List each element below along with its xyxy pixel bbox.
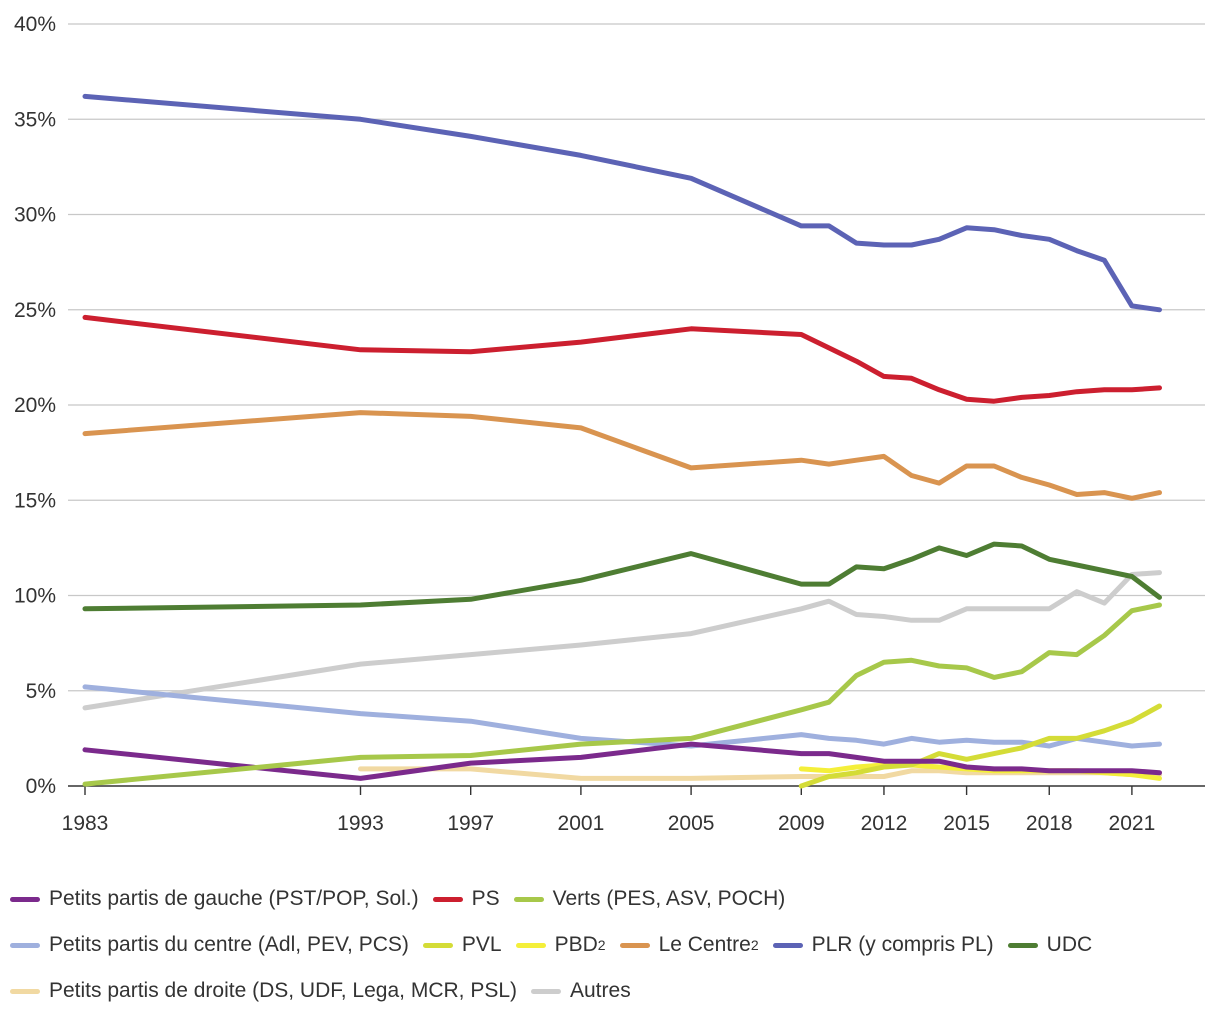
y-tick-label: 20% (14, 394, 56, 417)
series-line (82, 410, 1162, 501)
legend-swatch (10, 896, 40, 902)
legend-item-pvl: PVL (422, 933, 502, 957)
legend-swatch (619, 942, 650, 948)
legend-item-autres: Autres (531, 979, 631, 1003)
y-tick-label: 40% (14, 13, 56, 36)
x-tick-label: 2012 (861, 812, 908, 835)
legend-swatch (422, 942, 453, 948)
legend-item-ps: PS (432, 887, 500, 911)
legend-row: Petits partis de gauche (PST/POP, Sol.) P… (10, 876, 1210, 922)
line-chart: 0% 5% 10% 15% 20% 25% 30% 35% 40% 1983 1993 1997 20… (14, 13, 1205, 835)
legend: Petits partis de gauche (PST/POP, Sol.) P… (10, 876, 1210, 1014)
legend-item-gauche: Petits partis de gauche (PST/POP, Sol.) (10, 887, 419, 911)
legend-item-plr: PLR (y compris PL) (772, 933, 994, 957)
legend-row: Petits partis du centre (Adl, PEV, PCS) P… (10, 922, 1210, 968)
x-tick-label: 2015 (943, 812, 990, 835)
series-line (82, 684, 1162, 749)
series-line (82, 741, 1162, 781)
x-tick-label: 2005 (668, 812, 715, 835)
legend-label: Petits partis de gauche (PST/POP, Sol.) (49, 887, 419, 910)
legend-row: Petits partis de droite (DS, UDF, Lega, … (10, 968, 1210, 1014)
legend-swatch (772, 942, 803, 948)
y-tick-label: 25% (14, 299, 56, 322)
y-tick-label: 0% (26, 775, 56, 798)
y-tick-label: 30% (14, 204, 56, 227)
x-tick-label: 2021 (1109, 812, 1156, 835)
legend-swatch (513, 896, 544, 902)
y-tick-label: 10% (14, 585, 56, 608)
x-tick-label: 1983 (62, 812, 109, 835)
y-tick-label: 15% (14, 489, 56, 512)
legend-label: Petits partis du centre (Adl, PEV, PCS) (49, 933, 409, 956)
y-axis-tick-labels: 0% 5% 10% 15% 20% 25% 30% 35% 40% (14, 13, 56, 798)
legend-swatch (1007, 942, 1038, 948)
legend-label: Verts (PES, ASV, POCH) (552, 887, 786, 910)
series-line (82, 541, 1162, 612)
data-series (82, 93, 1162, 789)
legend-swatch (515, 942, 546, 948)
legend-item-pbd: PBD 2 (515, 933, 606, 957)
y-tick-label: 5% (26, 680, 56, 703)
legend-label: UDC (1046, 933, 1093, 956)
gridlines (68, 23, 1205, 692)
legend-item-lecentre: Le Centre 2 (619, 933, 759, 957)
series-line (82, 314, 1162, 404)
legend-item-udc: UDC (1007, 933, 1093, 957)
legend-label: Le Centre (658, 933, 751, 956)
series-line (82, 570, 1162, 711)
legend-label: PS (471, 887, 500, 910)
x-tick-label: 1993 (337, 812, 384, 835)
x-tick-label: 2009 (778, 812, 825, 835)
legend-item-centre: Petits partis du centre (Adl, PEV, PCS) (10, 933, 409, 957)
legend-item-droite: Petits partis de droite (DS, UDF, Lega, … (10, 979, 517, 1003)
legend-label: Petits partis de droite (DS, UDF, Lega, … (49, 979, 517, 1002)
series-line (82, 93, 1162, 313)
x-tick-label: 2018 (1026, 812, 1073, 835)
legend-swatch (10, 942, 40, 948)
y-tick-label: 35% (14, 108, 56, 131)
legend-item-verts: Verts (PES, ASV, POCH) (513, 887, 786, 911)
legend-swatch (531, 988, 561, 994)
series-line (82, 602, 1162, 787)
legend-label: PBD (554, 933, 598, 956)
legend-label: PVL (461, 933, 502, 956)
x-axis: 1983 1993 1997 2001 2005 2009 2012 2015 2018 2021 (62, 785, 1205, 835)
x-tick-label: 1997 (447, 812, 494, 835)
legend-swatch (10, 988, 40, 994)
legend-label: Autres (570, 979, 631, 1002)
series-line (798, 703, 1162, 789)
legend-label: PLR (y compris PL) (811, 933, 994, 956)
legend-swatch (432, 896, 463, 902)
x-tick-label: 2001 (558, 812, 605, 835)
